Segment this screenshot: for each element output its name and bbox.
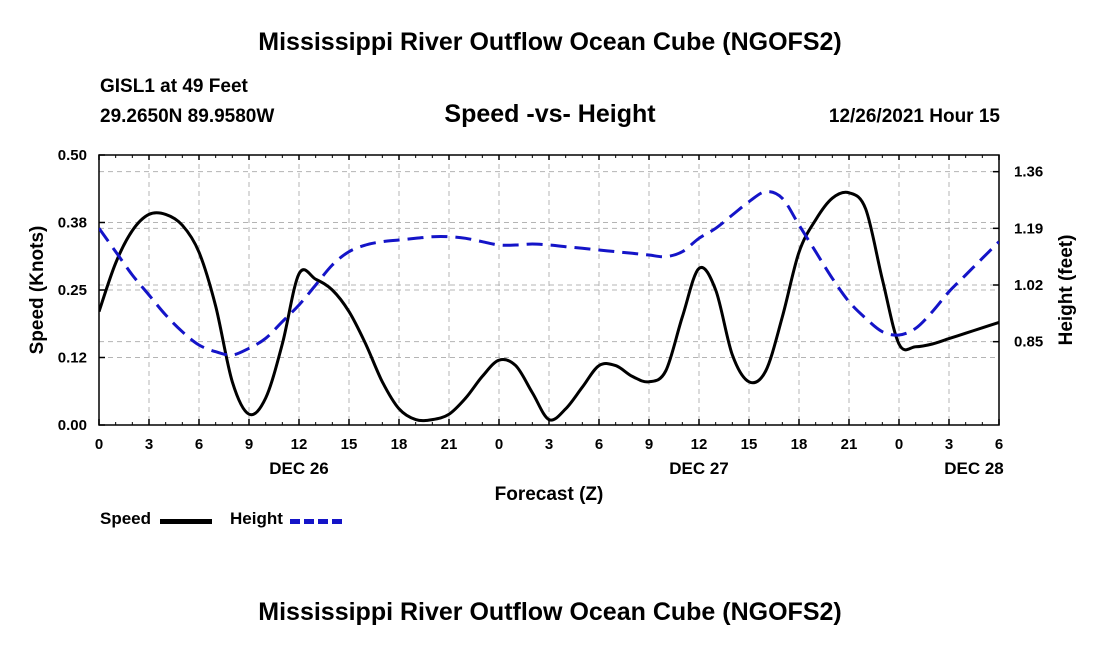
x-tick-label: 6 (595, 436, 603, 453)
x-tick-label: 0 (495, 436, 503, 453)
x-tick-label: 21 (441, 436, 458, 453)
y-tick-label: 0.50 (58, 147, 87, 164)
station-coordinates: 29.2650N 89.9580W (100, 106, 275, 127)
y2-tick-label: 1.36 (1014, 164, 1043, 181)
y-tick-label: 0.25 (58, 282, 87, 299)
x-tick-label: 3 (545, 436, 553, 453)
x-tick-label: 6 (995, 436, 1003, 453)
x-tick-label: 0 (895, 436, 903, 453)
legend-height-label: Height (230, 509, 283, 528)
date-label: DEC 27 (669, 459, 729, 478)
x-tick-label: 3 (145, 436, 153, 453)
legend-speed-label: Speed (100, 509, 152, 528)
y-axis-title: Speed (Knots) (27, 226, 48, 355)
x-tick-label: 21 (841, 436, 858, 453)
y2-axis-title: Height (feet) (1056, 235, 1077, 346)
chart-title: Speed -vs- Height (444, 100, 656, 128)
legend-height-swatch (290, 519, 342, 524)
y-tick-label: 0.00 (58, 417, 87, 434)
x-tick-label: 12 (291, 436, 308, 453)
y-tick-label: 0.38 (58, 215, 87, 232)
x-tick-label: 15 (741, 436, 758, 453)
station-name: GISL1 at 49 Feet (100, 76, 248, 97)
x-tick-label: 12 (691, 436, 708, 453)
x-tick-label: 3 (945, 436, 953, 453)
legend-speed-swatch (160, 519, 212, 524)
date-label: DEC 28 (944, 459, 1004, 478)
x-tick-label: 18 (791, 436, 808, 453)
y2-tick-label: 0.85 (1014, 334, 1043, 351)
y2-tick-label: 1.19 (1014, 220, 1043, 237)
x-tick-label: 6 (195, 436, 203, 453)
x-tick-label: 9 (245, 436, 253, 453)
x-tick-label: 9 (645, 436, 653, 453)
x-axis-title: Forecast (Z) (495, 484, 604, 505)
forecast-datetime: 12/26/2021 Hour 15 (828, 106, 1000, 127)
y2-tick-label: 1.02 (1014, 277, 1043, 294)
y-tick-label: 0.12 (58, 350, 87, 367)
x-tick-label: 18 (391, 436, 408, 453)
series-line-height (99, 190, 999, 357)
x-tick-label: 15 (341, 436, 358, 453)
series-line-speed (99, 190, 999, 423)
date-label: DEC 26 (269, 459, 329, 478)
page-title: Mississippi River Outflow Ocean Cube (NG… (258, 28, 842, 56)
footer-title: Mississippi River Outflow Ocean Cube (NG… (258, 598, 842, 626)
x-tick-label: 0 (95, 436, 103, 453)
